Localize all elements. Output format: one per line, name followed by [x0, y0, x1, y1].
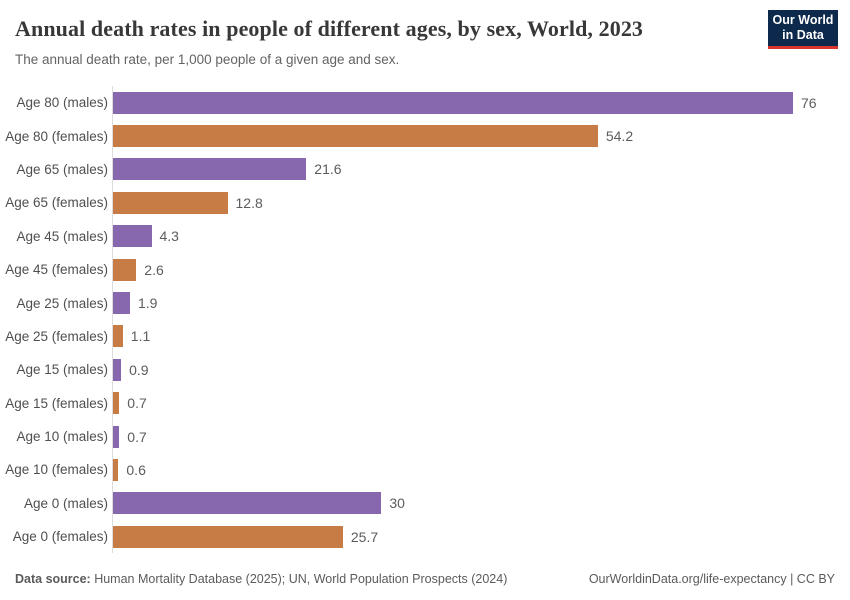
bar-track: 1.1: [112, 319, 850, 354]
bar-track: 0.9: [112, 353, 850, 387]
bar-row-age-15-females: Age 15 (females) 0.7: [0, 386, 850, 420]
value-label-age-10-males: 0.7: [127, 428, 147, 445]
value-label-age-65-males: 21.6: [314, 161, 342, 178]
value-label-age-15-males: 0.9: [129, 361, 149, 378]
bar-row-age-0-males: Age 0 (males) 30: [0, 486, 850, 521]
bar-age-25-females[interactable]: [113, 325, 123, 348]
bar-row-age-25-females: Age 25 (females) 1.1: [0, 319, 850, 354]
category-label-age-0-females: Age 0 (females): [12, 529, 108, 545]
bar-row-age-45-females: Age 45 (females) 2.6: [0, 252, 850, 287]
bar-track: 0.7: [112, 386, 850, 420]
bar-row-age-45-males: Age 45 (males) 4.3: [0, 219, 850, 253]
data-source: Data source: Human Mortality Database (2…: [15, 571, 507, 587]
bar-age-0-males[interactable]: [113, 492, 382, 515]
value-label-age-10-females: 0.6: [126, 461, 146, 478]
value-label-age-0-males: 30: [389, 495, 405, 512]
value-label-age-45-males: 4.3: [159, 228, 179, 245]
bar-row-age-80-females: Age 80 (females) 54.2: [0, 119, 850, 153]
category-label-age-65-males: Age 65 (males): [16, 161, 108, 177]
bar-track: 54.2: [112, 119, 850, 153]
value-label-age-45-females: 2.6: [144, 261, 164, 278]
bar-row-age-0-females: Age 0 (females) 25.7: [0, 520, 850, 554]
value-label-age-0-females: 25.7: [350, 528, 379, 545]
bar-track: 21.6: [112, 152, 850, 187]
bar-rows: Age 80 (males) 76 Age 80 (females) 54.2 Age …: [0, 86, 850, 554]
bar-track: 1.9: [112, 286, 850, 320]
value-label-age-80-males: 76: [801, 94, 817, 111]
chart-footer: Data source: Human Mortality Database (2…: [15, 571, 835, 587]
bar-age-0-females[interactable]: [113, 525, 343, 548]
bar-age-65-males[interactable]: [113, 158, 307, 181]
category-label-age-65-females: Age 65 (females): [5, 195, 108, 211]
bar-track: 30: [112, 486, 850, 521]
bar-age-65-females[interactable]: [113, 191, 228, 214]
bar-age-45-males[interactable]: [113, 225, 152, 248]
data-source-text: Human Mortality Database (2025); UN, Wor…: [90, 572, 508, 586]
chart-title: Annual death rates in people of differen…: [15, 16, 644, 41]
bar-track: 2.6: [112, 252, 850, 287]
category-label-age-45-females: Age 45 (females): [5, 262, 108, 278]
bar-age-10-females[interactable]: [113, 458, 119, 481]
bar-track: 0.7: [112, 419, 850, 454]
data-source-label: Data source:: [15, 572, 91, 586]
value-label-age-25-females: 1.1: [130, 328, 151, 345]
bar-chart: Age 80 (males) 76 Age 80 (females) 54.2 Age …: [0, 86, 850, 554]
bar-row-age-65-males: Age 65 (males) 21.6: [0, 152, 850, 187]
bar-age-80-females[interactable]: [113, 125, 598, 148]
bar-track: 25.7: [112, 520, 850, 554]
bar-age-15-females[interactable]: [113, 392, 120, 415]
bar-track: 76: [112, 86, 850, 120]
bar-row-age-25-males: Age 25 (males) 1.9: [0, 286, 850, 320]
category-label-age-25-males: Age 25 (males): [16, 295, 108, 311]
bar-age-15-males[interactable]: [113, 358, 122, 381]
value-label-age-80-females: 54.2: [605, 128, 634, 145]
chart-subtitle: The annual death rate, per 1,000 people …: [15, 52, 400, 67]
value-label-age-25-males: 1.9: [138, 295, 158, 312]
bar-age-10-males[interactable]: [113, 425, 120, 448]
bar-row-age-65-females: Age 65 (females) 12.8: [0, 186, 850, 220]
category-label-age-45-males: Age 45 (males): [16, 228, 108, 244]
category-label-age-80-females: Age 80 (females): [5, 128, 108, 144]
value-label-age-15-females: 0.7: [127, 395, 147, 412]
category-label-age-15-females: Age 15 (females): [5, 395, 108, 411]
category-label-age-15-males: Age 15 (males): [16, 362, 108, 378]
category-label-age-80-males: Age 80 (males): [16, 95, 108, 111]
bar-row-age-15-males: Age 15 (males) 0.9: [0, 353, 850, 387]
category-label-age-0-males: Age 0 (males): [23, 495, 108, 511]
credit-link[interactable]: OurWorldinData.org/life-expectancy | CC …: [588, 572, 835, 586]
owid-logo-line1: Our World: [772, 13, 834, 27]
bar-row-age-10-females: Age 10 (females) 0.6: [0, 453, 850, 487]
owid-logo[interactable]: Our World in Data: [768, 10, 838, 49]
category-label-age-10-females: Age 10 (females): [5, 462, 108, 478]
owid-logo-line2: in Data: [782, 28, 824, 42]
bar-age-25-males[interactable]: [113, 292, 130, 315]
category-label-age-10-males: Age 10 (males): [16, 429, 108, 445]
chart-header: Annual death rates in people of differen…: [0, 0, 850, 69]
value-label-age-65-females: 12.8: [235, 194, 263, 211]
category-label-age-25-females: Age 25 (females): [5, 328, 108, 344]
bar-track: 12.8: [112, 186, 850, 220]
bar-age-45-females[interactable]: [113, 258, 137, 281]
bar-track: 0.6: [112, 453, 850, 487]
bar-row-age-80-males: Age 80 (males) 76: [0, 86, 850, 120]
bar-track: 4.3: [112, 219, 850, 253]
bar-row-age-10-males: Age 10 (males) 0.7: [0, 419, 850, 454]
bar-age-80-males[interactable]: [113, 91, 793, 114]
